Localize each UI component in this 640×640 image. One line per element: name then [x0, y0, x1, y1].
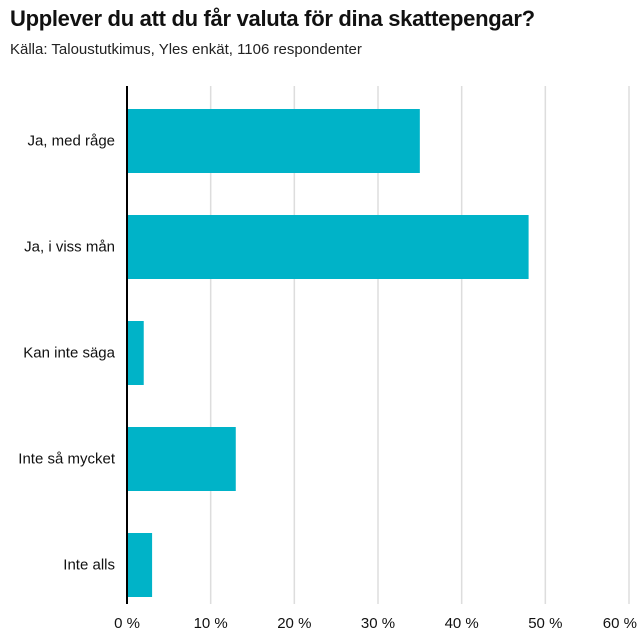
category-label: Ja, med råge	[27, 133, 115, 150]
category-label: Inte alls	[63, 557, 115, 574]
bars	[127, 109, 529, 597]
chart-title: Upplever du att du får valuta för dina s…	[10, 6, 535, 31]
chart-subtitle: Källa: Taloustutkimus, Yles enkät, 1106 …	[10, 41, 362, 58]
category-label: Kan inte säga	[23, 345, 115, 362]
bar	[127, 321, 144, 385]
bar	[127, 533, 153, 597]
bar	[127, 109, 420, 173]
bar	[127, 427, 236, 491]
x-tick-label: 60 %	[603, 615, 637, 632]
x-tick-label: 10 %	[194, 615, 228, 632]
x-tick-label: 40 %	[445, 615, 479, 632]
x-tick-label: 30 %	[361, 615, 395, 632]
x-tick-label: 20 %	[277, 615, 311, 632]
x-tick-labels: 0 % 10 % 20 % 30 % 40 % 50 % 60 %	[114, 615, 637, 632]
bar	[127, 215, 529, 279]
category-label: Ja, i viss mån	[24, 239, 115, 256]
x-tick-label: 50 %	[528, 615, 562, 632]
category-labels: Ja, med råge Ja, i viss mån Kan inte säga I…	[18, 133, 116, 574]
x-tick-label: 0 %	[114, 615, 140, 632]
gridlines	[209, 86, 630, 604]
category-label: Inte så mycket	[18, 451, 116, 468]
